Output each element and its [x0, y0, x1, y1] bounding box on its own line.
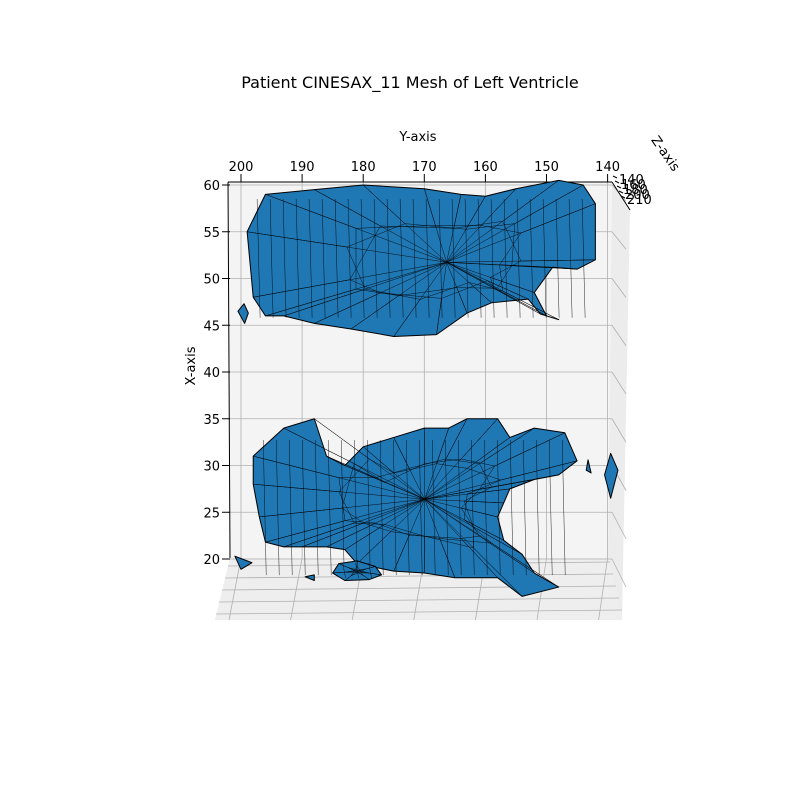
- side-gridline: [611, 371, 627, 395]
- side-gridline: [611, 418, 627, 443]
- x-tick-label: 25: [203, 506, 220, 521]
- x-axis-line: [227, 181, 231, 559]
- right-side-pane: [608, 182, 630, 620]
- y-tick-label: 170: [412, 160, 437, 175]
- mesh-fragment-left-lower: [234, 555, 253, 570]
- y-tick-label: 150: [534, 160, 559, 175]
- lower-mesh-lobe-facets: [253, 418, 578, 597]
- axes: 200 190 180 170 160 150 140 20 25 30 35 40 45 50 55 60 1…: [203, 160, 651, 568]
- z-tick-label: 210: [627, 193, 652, 208]
- floor-gridline: [228, 557, 242, 621]
- z-tick-label: 180: [623, 183, 648, 198]
- x-tick-label: 50: [203, 273, 220, 288]
- y-tick-label: 190: [290, 160, 315, 175]
- floor-depth-line: [215, 609, 623, 615]
- z-tick-mark: [616, 185, 622, 189]
- floor-gridline: [598, 557, 608, 621]
- z-tick-label: 160: [621, 178, 646, 193]
- mesh-fragment-dot: [304, 574, 315, 582]
- x-tick-label: 20: [203, 553, 220, 568]
- side-gridline: [611, 278, 627, 298]
- z-tick-mark: [618, 190, 624, 194]
- y-tick-label: 200: [229, 160, 254, 175]
- y-tick-label: 140: [595, 160, 620, 175]
- y-tick-label: 160: [473, 160, 498, 175]
- side-gridline: [611, 231, 627, 250]
- x-tick-label: 55: [203, 226, 220, 241]
- z-tick-mark: [620, 195, 626, 199]
- z-tick-label: 200: [625, 188, 650, 203]
- y-tick-label: 180: [351, 160, 376, 175]
- z-tick-mark: [614, 180, 620, 184]
- x-tick-label: 30: [203, 460, 220, 475]
- z-tick-label: 140: [619, 173, 644, 188]
- y-axis-label: Y-axis: [398, 130, 436, 145]
- mesh-fragment-small: [585, 459, 592, 474]
- chart-title: Patient CINESAX_11 Mesh of Left Ventricl…: [241, 73, 579, 93]
- side-gridline: [611, 512, 627, 539]
- mesh-fragment-left-upper: [237, 303, 249, 324]
- mesh-surface: [234, 179, 619, 597]
- x-tick-label: 45: [203, 319, 220, 334]
- z-axis-label: Z-axis: [647, 134, 682, 175]
- side-gridline: [611, 325, 627, 346]
- floor-depth-line: [224, 573, 614, 579]
- x-axis-label: X-axis: [184, 346, 199, 385]
- x-tick-label: 35: [203, 413, 220, 428]
- small-mesh-blob-facets: [332, 560, 382, 581]
- lower-mesh-lobe: [252, 418, 578, 597]
- floor-depth-line: [218, 597, 620, 603]
- mesh-fragment-right: [604, 452, 619, 499]
- x-tick-label: 40: [203, 366, 220, 381]
- side-gridline: [611, 558, 627, 588]
- upper-mesh-lobe-facets: [247, 180, 596, 337]
- x-tick-label: 60: [203, 179, 220, 194]
- z-tick-mark: [612, 175, 618, 179]
